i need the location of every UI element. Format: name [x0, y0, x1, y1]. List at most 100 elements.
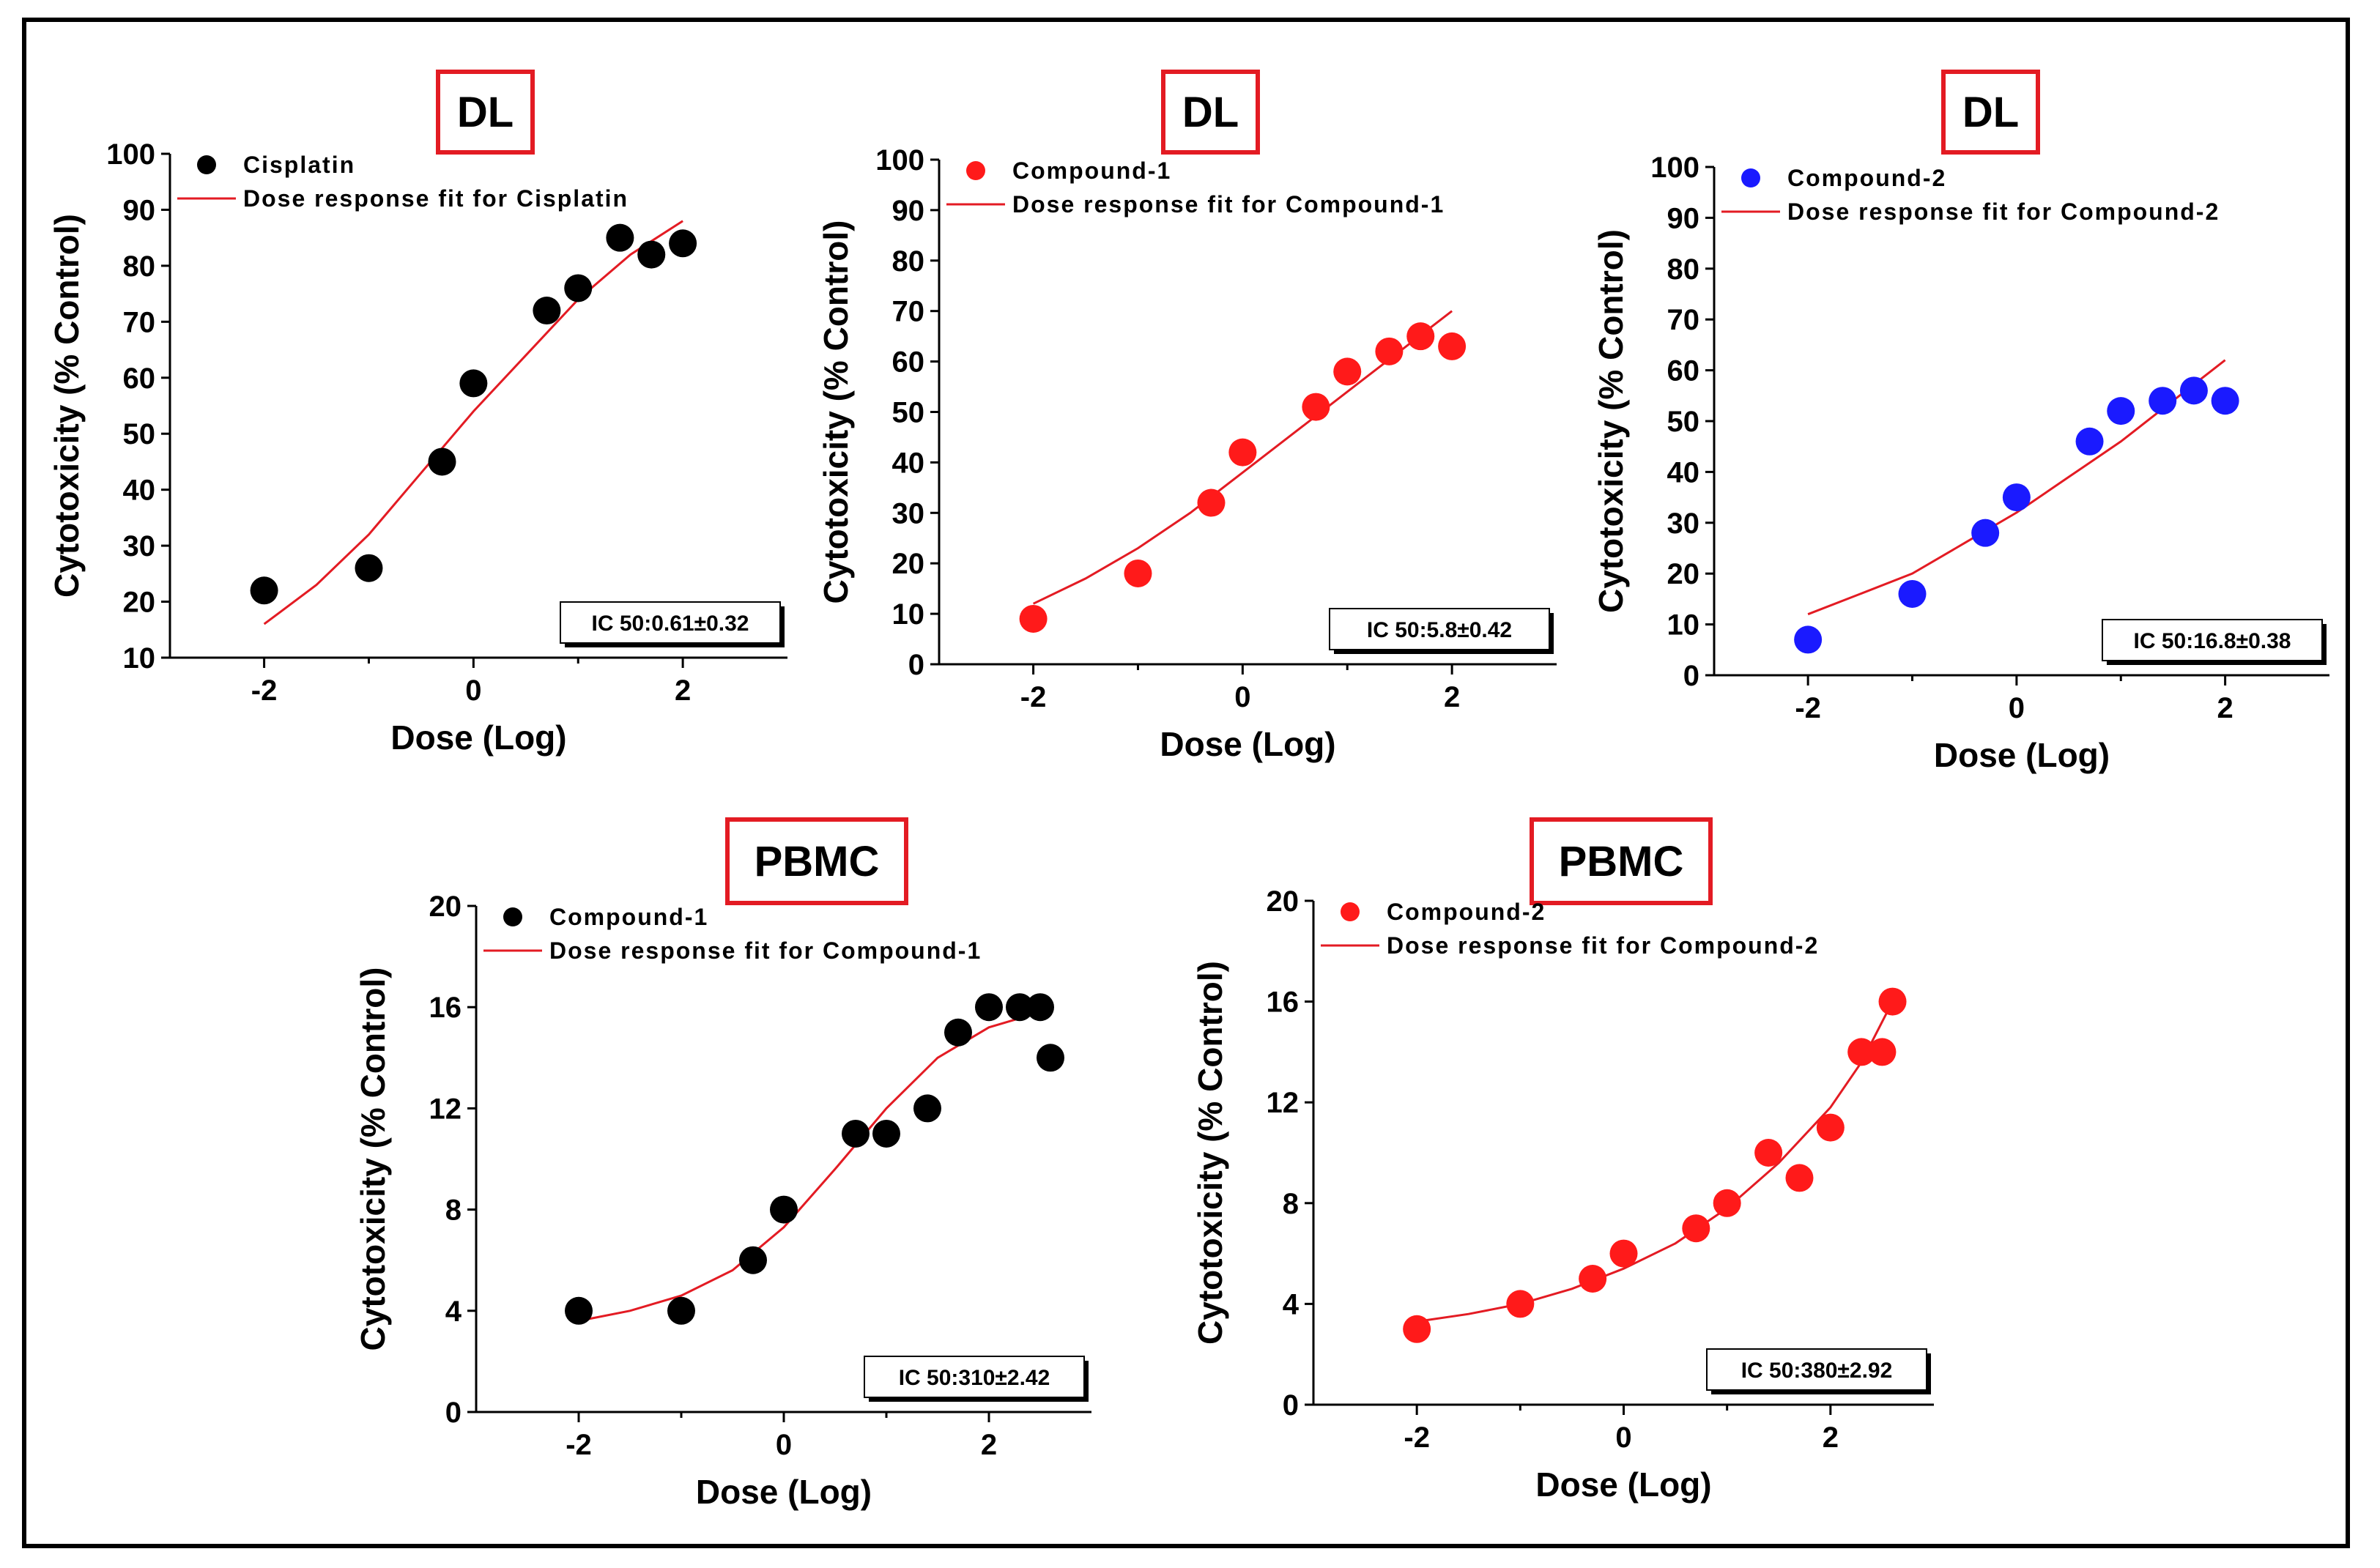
data-point-compound-2 [1403, 1315, 1431, 1343]
data-point-compound-1 [1438, 332, 1467, 360]
y-tick-label: 50 [892, 397, 925, 429]
y-tick-label: 4 [445, 1296, 462, 1328]
data-point-compound-1 [1006, 993, 1034, 1022]
chart-dl-compound-1: 0 10 20 30 40 50 60 70 80 90 100 -2 0 2 Dose (Log) Cyto… [817, 144, 1557, 763]
x-axis-title: Dose (Log) [390, 718, 566, 757]
data-point-cisplatin [606, 223, 634, 252]
data-point-compound-1 [739, 1246, 767, 1274]
ic50-box [1329, 608, 1550, 650]
fit-line-compound-1 [1032, 310, 1453, 605]
y-tick-label: 90 [123, 194, 156, 226]
y-tick-label: 12 [1267, 1087, 1300, 1119]
panel-title-pbmc-compound-2: PBMC [1530, 817, 1713, 905]
legend-label-fit: Dose response fit for Cisplatin [243, 185, 629, 212]
chart-dl-cisplatin: 10 20 30 40 50 60 70 80 90 100 -2 0 2 Dose (Log) Cytot… [48, 138, 787, 757]
y-tick-label: 16 [1267, 986, 1300, 1019]
data-point-cisplatin [355, 554, 383, 582]
chart-pbmc-compound-2: 0 4 8 12 16 20 -2 0 2 Dose (Log) Cytotoxicity (% C… [1191, 885, 1934, 1504]
data-point-compound-1 [842, 1119, 870, 1148]
x-axis-title: Dose (Log) [696, 1473, 872, 1511]
data-point-compound-2 [2179, 376, 2208, 405]
y-tick-label: 20 [892, 548, 925, 580]
data-point-compound-2 [2211, 387, 2239, 415]
x-tick-label: 2 [2217, 692, 2233, 724]
data-point-compound-1 [770, 1195, 798, 1224]
y-tick-label: 20 [123, 587, 156, 619]
chart-pbmc-compound-1: 0 4 8 12 16 20 -2 0 2 Dose (Log) Cytotoxicity (% C… [354, 891, 1091, 1511]
panel-title-pbmc-compound-1: PBMC [725, 817, 908, 905]
data-point-compound-1 [1019, 604, 1048, 633]
y-tick-label: 10 [892, 598, 925, 631]
figure-frame [22, 18, 2350, 1548]
y-tick-label: 50 [123, 418, 156, 450]
data-point-compound-2 [2002, 483, 2031, 512]
data-point-compound-2 [1785, 1164, 1814, 1192]
data-point-cisplatin [250, 576, 278, 605]
y-tick-label: 60 [892, 346, 925, 379]
x-tick-label: -2 [251, 675, 278, 707]
fit-line-compound-1 [578, 1011, 1041, 1323]
x-axis-title: Dose (Log) [1934, 736, 2110, 774]
y-tick-label: 50 [1667, 406, 1700, 438]
y-axis-title: Cytotoxicity (% Control) [817, 220, 855, 604]
data-point-compound-1 [1333, 357, 1362, 386]
ic50-label: IC 50:16.8±0.38 [2134, 629, 2291, 653]
legend-label-fit: Dose response fit for Compound-1 [1012, 191, 1445, 218]
y-tick-label: 60 [123, 363, 156, 395]
x-tick-label: 0 [1615, 1422, 1631, 1454]
x-tick-label: 0 [465, 675, 481, 707]
data-point-compound-1 [1228, 438, 1257, 467]
legend-label-fit: Dose response fit for Compound-1 [549, 937, 982, 964]
data-point-compound-2 [1506, 1290, 1535, 1318]
data-point-compound-1 [1375, 337, 1404, 365]
y-tick-label: 80 [123, 250, 156, 283]
y-tick-label: 100 [1650, 152, 1699, 184]
y-tick-label: 0 [1683, 660, 1699, 692]
y-tick-label: 0 [445, 1397, 461, 1429]
data-point-compound-2 [1713, 1189, 1741, 1217]
data-point-compound-1 [1037, 1044, 1064, 1072]
x-tick-label: 0 [776, 1429, 792, 1461]
y-tick-label: 80 [1667, 253, 1700, 286]
y-tick-label: 20 [1667, 558, 1700, 590]
y-tick-label: 0 [908, 649, 924, 681]
y-tick-label: 60 [1667, 355, 1700, 387]
legend-label-series: Compound-1 [1012, 157, 1171, 184]
legend-label-series: Cisplatin [243, 152, 355, 178]
data-point-compound-1 [1124, 559, 1152, 587]
y-tick-label: 0 [1283, 1389, 1299, 1422]
ic50-label: IC 50:380±2.92 [1741, 1359, 1893, 1383]
fit-line-compound-2 [1807, 359, 2226, 616]
y-tick-label: 90 [892, 195, 925, 227]
x-tick-label: -2 [1020, 681, 1047, 713]
data-point-compound-1 [872, 1119, 900, 1148]
ic50-box [1706, 1348, 1927, 1391]
data-point-cisplatin [637, 240, 666, 269]
y-tick-label: 8 [445, 1194, 461, 1227]
y-tick-label: 4 [1283, 1288, 1300, 1320]
x-tick-label: 2 [1444, 681, 1460, 713]
ic50-label: IC 50:5.8±0.42 [1367, 618, 1512, 642]
data-point-compound-2 [1971, 519, 2000, 547]
ic50-box [560, 601, 781, 644]
data-point-compound-1 [1406, 322, 1435, 351]
y-tick-label: 90 [1667, 202, 1700, 234]
y-axis-title: Cytotoxicity (% Control) [354, 967, 392, 1351]
x-axis-title: Dose (Log) [1535, 1465, 1711, 1504]
data-point-compound-2 [1754, 1139, 1783, 1167]
legend-label-fit: Dose response fit for Compound-2 [1787, 198, 2220, 225]
data-point-compound-2 [2149, 387, 2177, 415]
data-point-compound-1 [1197, 488, 1226, 517]
x-tick-label: -2 [1404, 1422, 1430, 1454]
legend-label-fit: Dose response fit for Compound-2 [1387, 932, 1819, 959]
data-point-compound-2 [1794, 625, 1823, 654]
data-point-compound-1 [975, 993, 1003, 1022]
y-tick-label: 20 [429, 891, 462, 923]
y-tick-label: 30 [1667, 508, 1700, 540]
legend-label-series: Compound-2 [1387, 899, 1546, 925]
x-tick-label: 2 [1823, 1422, 1839, 1454]
data-point-cisplatin [428, 447, 456, 476]
ic50-label: IC 50:0.61±0.32 [592, 612, 749, 636]
legend-marker [966, 161, 985, 180]
y-tick-label: 80 [892, 245, 925, 278]
